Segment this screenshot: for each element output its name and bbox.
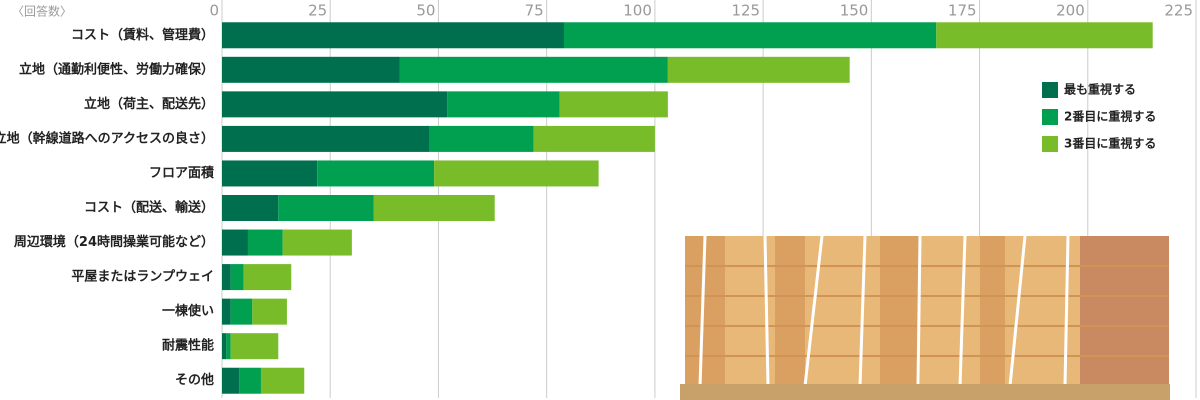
bar-segment — [222, 160, 318, 187]
bar-segment — [247, 229, 283, 256]
x-tick-label: 225 — [1164, 2, 1193, 20]
y-tick-label: 一棟使い — [162, 303, 214, 319]
bar-segment — [230, 264, 244, 291]
y-tick-label: コスト（賃料、管理費） — [71, 27, 214, 43]
bar-segment — [252, 298, 287, 325]
bar-segment — [222, 22, 564, 49]
x-tick-label: 25 — [308, 2, 327, 20]
y-tick-label: 平屋またはランプウェイ — [71, 270, 214, 285]
bar-segment — [226, 333, 231, 360]
y-tick-label: コスト（配送、輸送） — [84, 200, 214, 216]
bar-segment — [222, 91, 448, 118]
x-tick-label: 125 — [731, 2, 760, 20]
pallet-illustration — [680, 235, 1170, 400]
bar-segment — [667, 56, 850, 83]
y-tick-label: フロア面積 — [149, 165, 215, 181]
bar-segment — [317, 160, 435, 187]
x-tick-label: 175 — [948, 2, 977, 20]
y-tick-label: 耐震性能 — [162, 338, 214, 354]
bar-segment — [563, 22, 937, 49]
bar-segment — [282, 229, 352, 256]
bar-segment — [260, 367, 305, 394]
bar-segment — [222, 264, 231, 291]
legend-label: 2番目に重視する — [1064, 109, 1156, 124]
bar-segment — [222, 125, 430, 152]
axis-unit: 〈回答数〉 — [12, 4, 72, 19]
bar-segment — [373, 195, 495, 221]
x-tick-label: 50 — [416, 2, 435, 20]
bar-segment — [222, 367, 240, 394]
legend-swatch — [1042, 109, 1058, 125]
x-tick-label: 200 — [1056, 2, 1085, 20]
legend-swatch — [1042, 136, 1058, 152]
bar-segment — [533, 125, 655, 152]
bar-segment — [222, 195, 279, 221]
legend: 最も重視する 2番目に重視する 3番目に重視する — [1042, 82, 1156, 152]
y-tick-label: その他 — [175, 372, 214, 388]
bar-segment — [447, 91, 560, 118]
legend-label: 最も重視する — [1064, 82, 1136, 97]
bar-segment — [434, 160, 599, 187]
bar-segment — [222, 298, 231, 325]
legend-swatch — [1042, 82, 1058, 98]
bar-segment — [222, 333, 227, 360]
x-tick-label: 150 — [840, 2, 869, 20]
bar-segment — [278, 195, 374, 221]
x-tick-label: 0 — [209, 2, 219, 20]
y-tick-label: 立地（通勤利便性、労働力確保） — [19, 61, 214, 77]
bar-segment — [230, 333, 279, 360]
x-tick-label: 75 — [525, 2, 544, 20]
y-tick-label: 立地（荷主、配送先） — [84, 96, 214, 112]
legend-label: 3番目に重視する — [1064, 136, 1156, 151]
bar-segment — [222, 56, 400, 83]
bar-segment — [222, 229, 248, 256]
bar-segment — [399, 56, 668, 83]
x-tick-label: 100 — [623, 2, 652, 20]
bar-segment — [243, 264, 292, 291]
bar-segment — [559, 91, 668, 118]
y-tick-label: 周辺環境（24時間操業可能など） — [14, 234, 214, 250]
bar-segment — [429, 125, 534, 152]
bar-segment — [936, 22, 1153, 49]
y-tick-label: 立地（幹線道路へのアクセスの良さ） — [0, 130, 214, 146]
bar-segment — [239, 367, 261, 394]
bar-segment — [230, 298, 253, 325]
